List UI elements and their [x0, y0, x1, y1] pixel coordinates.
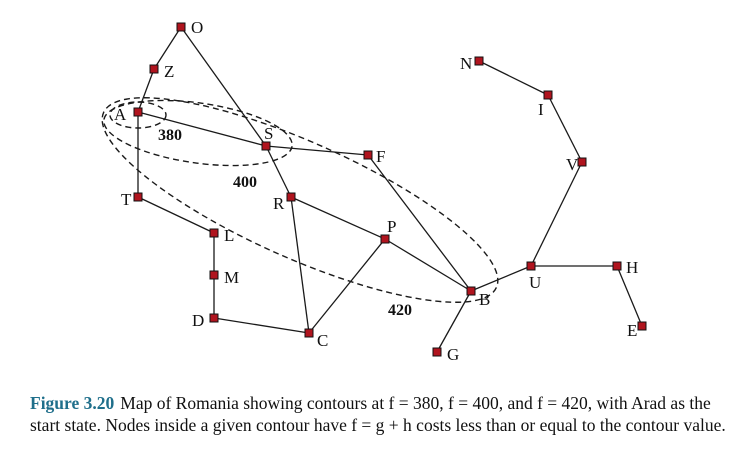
romania-map: 380 400 420 O Z A S T F R L M D C P B G U H E V I N [101, 18, 647, 364]
node-S [261, 141, 271, 151]
node-label-L: L [224, 226, 234, 245]
figure-caption: Figure 3.20 Map of Romania showing contou… [30, 392, 730, 436]
edge-D-C [213, 317, 310, 334]
node-label-U: U [529, 273, 541, 292]
contour-label-400: 400 [233, 174, 257, 191]
node-V [577, 157, 587, 167]
edge-R-C [290, 196, 310, 334]
node-label-R: R [273, 194, 285, 213]
node-label-C: C [317, 331, 328, 350]
edge-V-I [547, 94, 583, 163]
node-label-A: A [114, 105, 127, 124]
node-label-H: H [626, 258, 638, 277]
node-Z [149, 64, 159, 74]
edge-A-S [137, 111, 267, 147]
node-P [380, 234, 390, 244]
node-I [543, 90, 553, 100]
node-D [209, 313, 219, 323]
node-label-F: F [376, 147, 385, 166]
node-G [432, 347, 442, 357]
figure-label: Figure 3.20 [30, 393, 115, 413]
node-O [176, 22, 186, 32]
node-label-M: M [224, 268, 239, 287]
node-label-I: I [538, 100, 544, 119]
contour-420 [101, 97, 499, 303]
edge-B-G [436, 290, 472, 353]
node-R [286, 192, 296, 202]
node-label-P: P [387, 217, 396, 236]
node-B [466, 286, 476, 296]
contour-380 [109, 101, 167, 129]
edge-C-P [308, 238, 386, 334]
edge-Z-A [137, 68, 155, 113]
edge-R-P [290, 196, 386, 240]
node-H [612, 261, 622, 271]
node-E [637, 321, 647, 331]
nodes: O Z A S T F R L M D C P B G U H E V I N [114, 18, 647, 364]
edge-F-B [367, 154, 472, 292]
contour-label-380: 380 [158, 127, 182, 144]
edge-T-L [137, 196, 215, 234]
edge-U-V [530, 161, 583, 267]
edge-H-E [616, 265, 643, 327]
node-M [209, 270, 219, 280]
edge-S-F [265, 145, 369, 156]
edge-O-S [180, 26, 267, 147]
edge-O-Z [153, 26, 182, 70]
node-label-Z: Z [164, 62, 174, 81]
node-label-S: S [264, 124, 273, 143]
contour-400 [103, 99, 293, 167]
edge-S-R [265, 145, 292, 198]
node-U [526, 261, 536, 271]
node-label-E: E [627, 321, 637, 340]
edge-B-U [470, 265, 532, 292]
node-F [363, 150, 373, 160]
contours: 380 400 420 [101, 97, 499, 319]
node-label-T: T [121, 190, 132, 209]
node-label-B: B [479, 290, 490, 309]
node-label-N: N [460, 54, 472, 73]
node-label-O: O [191, 18, 203, 37]
node-A [133, 107, 143, 117]
node-C [304, 328, 314, 338]
node-L [209, 228, 219, 238]
node-label-V: V [566, 155, 579, 174]
edge-P-B [384, 238, 472, 292]
edges [137, 26, 643, 353]
contour-label-420: 420 [388, 302, 412, 319]
node-T [133, 192, 143, 202]
node-label-G: G [447, 345, 459, 364]
caption-text: Map of Romania showing contours at f = 3… [30, 393, 726, 435]
node-label-D: D [192, 311, 204, 330]
edge-I-N [478, 60, 549, 96]
node-N [474, 56, 484, 66]
